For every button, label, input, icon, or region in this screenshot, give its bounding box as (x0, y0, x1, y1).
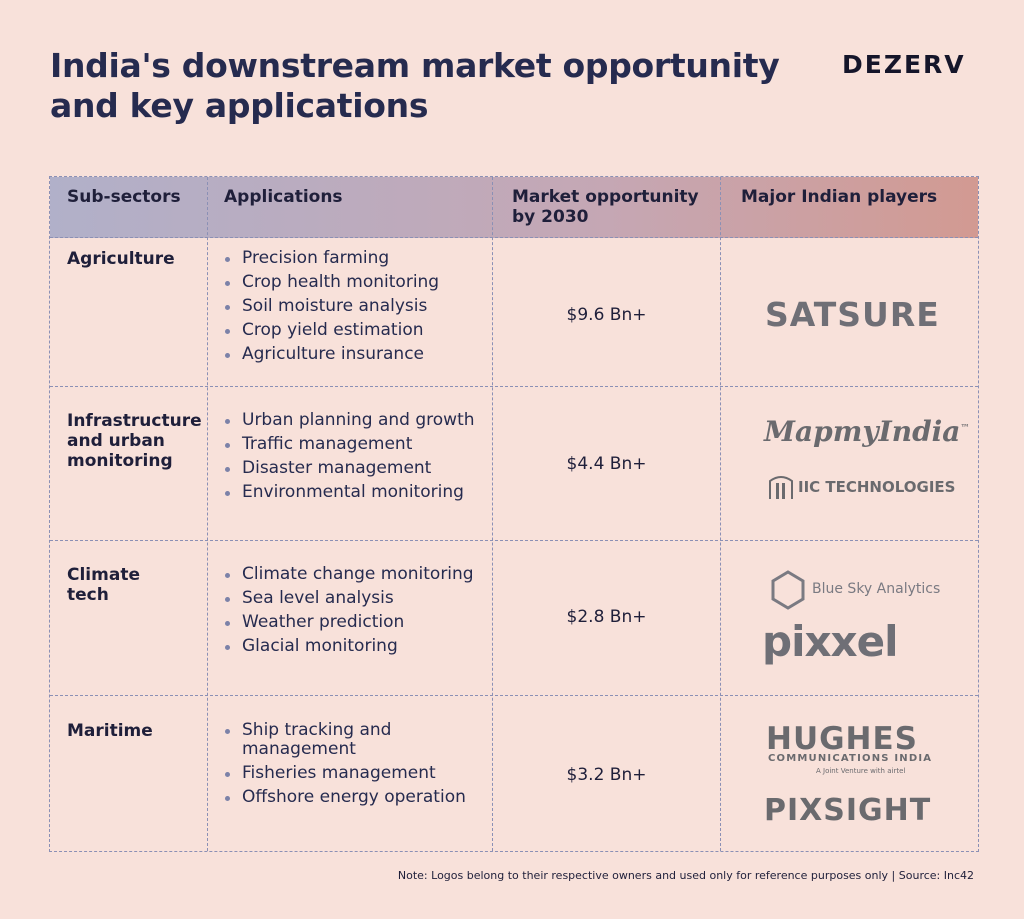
list-item: Fisheries management (224, 764, 494, 783)
column-divider (720, 177, 721, 851)
hughes-logo: HUGHES (766, 721, 919, 757)
list-item: Disaster management (224, 459, 494, 478)
row-divider (50, 695, 978, 696)
market-table: Sub-sectors Applications Market opportun… (49, 176, 979, 852)
pixsight-logo: PIXSIGHT (764, 793, 932, 828)
market-value: $4.4 Bn+ (566, 454, 647, 474)
hexagon-icon (771, 570, 805, 610)
list-item: Weather prediction (224, 613, 494, 632)
list-item: Urban planning and growth (224, 411, 494, 430)
market-value: $3.2 Bn+ (566, 765, 647, 785)
column-header-major-players: Major Indian players (741, 187, 938, 207)
iic-building-icon (769, 476, 793, 499)
list-item: Precision farming (224, 249, 494, 268)
page-title: India's downstream market opportunity an… (50, 46, 780, 125)
column-header-sub-sectors: Sub-sectors (67, 187, 181, 207)
column-header-market-opportunity: Market opportunity by 2030 (512, 187, 699, 227)
list-item: Sea level analysis (224, 589, 494, 608)
mapmyindia-logo: MapmyIndia™ (764, 415, 970, 448)
satsure-logo: SATSURE (765, 295, 940, 334)
pixxel-logo: pixxel (762, 617, 899, 666)
list-item: Crop health monitoring (224, 273, 494, 292)
list-item: Offshore energy operation (224, 788, 494, 807)
applications-list: Precision farming Crop health monitoring… (224, 249, 494, 369)
sector-label: Climate tech (67, 565, 140, 605)
applications-list: Urban planning and growth Traffic manage… (224, 411, 494, 507)
hughes-jv-text: A Joint Venture with airtel (816, 767, 906, 775)
sector-label: Maritime (67, 721, 153, 741)
market-value: $2.8 Bn+ (566, 607, 647, 627)
row-divider (50, 386, 978, 387)
list-item: Crop yield estimation (224, 321, 494, 340)
column-divider (492, 177, 493, 851)
market-value: $9.6 Bn+ (566, 305, 647, 325)
list-item: Traffic management (224, 435, 494, 454)
brand-logo: DEZERV (842, 50, 966, 79)
list-item: Climate change monitoring (224, 565, 494, 584)
sector-label: Infrastructure and urban monitoring (67, 411, 202, 471)
list-item: Glacial monitoring (224, 637, 494, 656)
hughes-subtitle: COMMUNICATIONS INDIA (768, 753, 933, 764)
table-header-row: Sub-sectors Applications Market opportun… (50, 177, 978, 238)
applications-list: Ship tracking and management Fisheries m… (224, 721, 494, 812)
sector-label: Agriculture (67, 249, 175, 269)
column-divider (207, 177, 208, 851)
row-divider (50, 540, 978, 541)
footer-note: Note: Logos belong to their respective o… (397, 869, 974, 882)
column-header-applications: Applications (224, 187, 343, 207)
list-item: Soil moisture analysis (224, 297, 494, 316)
list-item: Ship tracking and management (224, 721, 494, 759)
list-item: Agriculture insurance (224, 345, 494, 364)
applications-list: Climate change monitoring Sea level anal… (224, 565, 494, 661)
iic-technologies-logo: IIC TECHNOLOGIES (798, 478, 956, 496)
list-item: Environmental monitoring (224, 483, 494, 502)
blue-sky-analytics-logo: Blue Sky Analytics (812, 581, 941, 597)
